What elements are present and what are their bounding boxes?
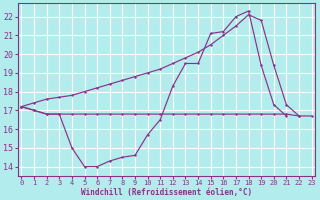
X-axis label: Windchill (Refroidissement éolien,°C): Windchill (Refroidissement éolien,°C) [81, 188, 252, 197]
